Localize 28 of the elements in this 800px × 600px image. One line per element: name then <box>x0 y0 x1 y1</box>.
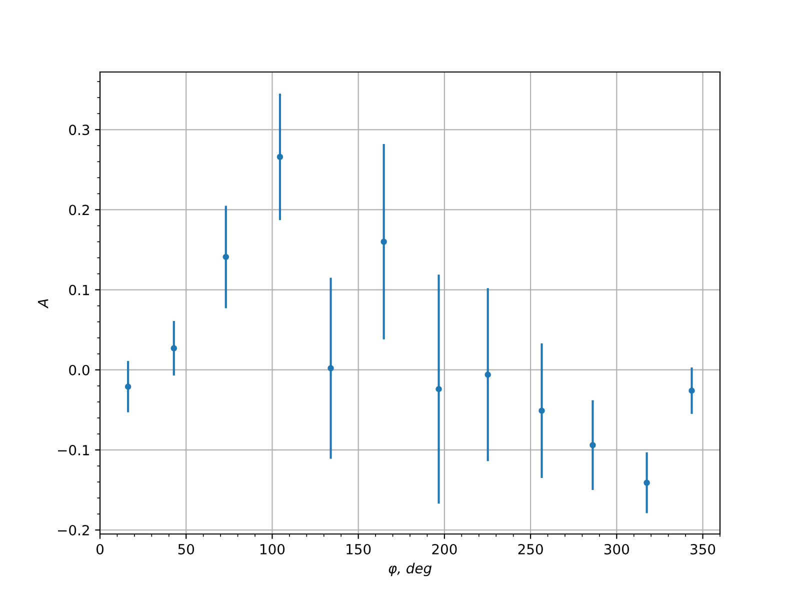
x-tick-label: 300 <box>604 544 629 554</box>
point <box>484 372 491 378</box>
x-tick-label: 50 <box>178 544 194 554</box>
x-axis-title: φ, deg <box>388 562 432 576</box>
x-tick-label: 100 <box>260 544 285 554</box>
y-axis-title: A <box>38 299 48 308</box>
y-tick-label: 0.2 <box>69 204 89 216</box>
point <box>124 384 132 390</box>
point <box>170 345 178 352</box>
x-tick-label: 150 <box>346 544 371 554</box>
y-tick-label: 0.1 <box>69 284 89 296</box>
x-tick-label: 250 <box>518 544 543 554</box>
point <box>644 480 650 486</box>
point <box>222 254 230 260</box>
point <box>688 388 695 394</box>
point <box>328 365 334 372</box>
x-tick-label: 350 <box>690 544 716 554</box>
y-tick-label: 0.0 <box>69 364 90 376</box>
x-tick-label: 0 <box>96 544 104 554</box>
y-tick-label: −0.2 <box>58 524 89 536</box>
y-tick-label: −0.1 <box>58 444 89 456</box>
point <box>538 408 545 414</box>
point <box>276 154 284 160</box>
point <box>380 238 387 245</box>
point <box>436 386 442 392</box>
point <box>590 442 596 448</box>
x-tick-label: 200 <box>432 544 457 554</box>
y-tick-label: 0.3 <box>69 124 90 136</box>
